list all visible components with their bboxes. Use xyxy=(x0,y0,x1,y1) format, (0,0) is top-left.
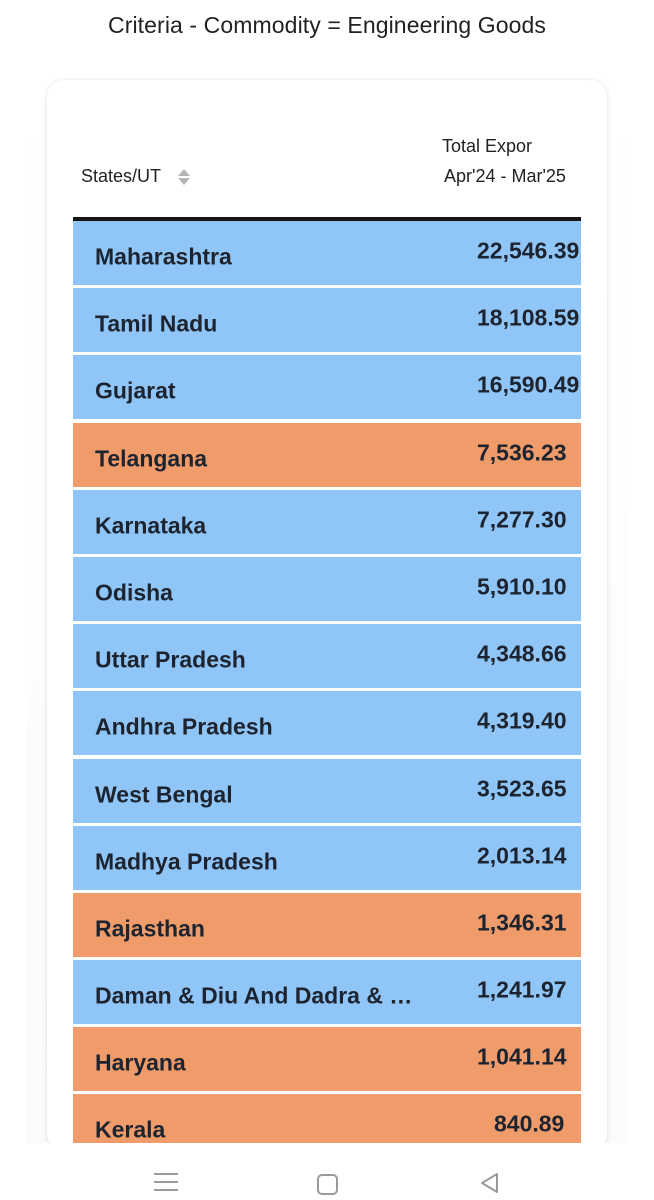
row-state-name: Haryana xyxy=(95,1049,186,1076)
row-export-value: 1,041.14 xyxy=(477,1043,567,1070)
row-export-value: 2,013.14 xyxy=(477,842,567,869)
sort-icon[interactable] xyxy=(177,167,191,187)
criteria-title: Criteria - Commodity = Engineering Goods xyxy=(108,12,546,38)
table-row[interactable]: Telangana 7,536.23 xyxy=(73,422,581,487)
home-square-icon[interactable] xyxy=(317,1174,338,1195)
menu-icon[interactable] xyxy=(154,1171,178,1193)
row-export-value: 5,910.10 xyxy=(477,573,567,600)
row-state-name: Madhya Pradesh xyxy=(95,848,278,875)
row-export-value: 4,319.40 xyxy=(477,707,567,734)
row-state-name: Karnataka xyxy=(95,512,207,539)
data-card: States/UT Total Expor Apr'24 - Mar'25 Ma… xyxy=(47,80,607,1150)
table-row[interactable]: Uttar Pradesh 4,348.66 xyxy=(73,624,581,689)
row-state-name: Rajasthan xyxy=(95,915,205,942)
table-row[interactable]: Karnataka 7,277.30 xyxy=(73,489,581,554)
header-divider xyxy=(73,217,581,221)
row-export-value: 4,348.66 xyxy=(477,640,567,667)
row-state-name: Gujarat xyxy=(95,377,176,404)
row-export-value: 7,536.23 xyxy=(477,438,567,465)
table-row[interactable]: Haryana 1,041.14 xyxy=(73,1027,581,1092)
row-state-name: West Bengal xyxy=(95,781,233,808)
back-triangle-icon[interactable] xyxy=(478,1171,500,1195)
row-state-name: Telangana xyxy=(95,445,208,472)
column-header-states-label: States/UT xyxy=(81,166,162,186)
row-state-name: Uttar Pradesh xyxy=(95,646,246,673)
row-export-value: 1,346.31 xyxy=(477,909,567,936)
table-row[interactable]: Andhra Pradesh 4,319.40 xyxy=(73,691,581,756)
row-state-name: Daman & Diu And Dadra & … xyxy=(95,982,413,1009)
column-header-states[interactable]: States/UT xyxy=(81,166,191,187)
table-row[interactable]: West Bengal 3,523.65 xyxy=(73,758,581,823)
row-state-name: Maharashtra xyxy=(95,243,232,270)
table-row[interactable]: Daman & Diu And Dadra & … 1,241.97 xyxy=(73,960,581,1025)
column-header-total-exports: Total Expor xyxy=(442,136,533,156)
row-export-value: 22,546.39 xyxy=(477,237,580,264)
row-state-name: Kerala xyxy=(95,1116,166,1143)
table-header: States/UT Total Expor Apr'24 - Mar'25 xyxy=(73,80,581,221)
export-table[interactable]: States/UT Total Expor Apr'24 - Mar'25 Ma… xyxy=(73,80,581,1150)
table-row[interactable]: Maharashtra 22,546.39 xyxy=(73,221,581,285)
system-navigation-bar xyxy=(0,1143,654,1200)
row-export-value: 16,590.49 xyxy=(477,371,580,398)
row-state-name: Odisha xyxy=(95,579,173,606)
row-export-value: 1,241.97 xyxy=(477,976,567,1003)
table-row[interactable]: Gujarat 16,590.49 xyxy=(73,355,581,420)
table-row[interactable]: Rajasthan 1,346.31 xyxy=(73,892,581,957)
column-header-period: Apr'24 - Mar'25 xyxy=(444,166,566,186)
row-export-value: 18,108.59 xyxy=(477,304,580,331)
table-row[interactable]: Tamil Nadu 18,108.59 xyxy=(73,288,581,353)
table-row[interactable]: Madhya Pradesh 2,013.14 xyxy=(73,825,581,890)
row-state-name: Tamil Nadu xyxy=(95,310,218,337)
table-row[interactable]: Odisha 5,910.10 xyxy=(73,556,581,621)
table-row[interactable]: Kerala 840.89 xyxy=(73,1094,581,1150)
row-export-value: 3,523.65 xyxy=(477,774,567,801)
row-export-value: 840.89 xyxy=(494,1110,565,1137)
row-state-name: Andhra Pradesh xyxy=(95,713,273,740)
table-body: Maharashtra 22,546.39 Tamil Nadu 18,108.… xyxy=(73,221,581,1150)
row-export-value: 7,277.30 xyxy=(477,506,567,533)
